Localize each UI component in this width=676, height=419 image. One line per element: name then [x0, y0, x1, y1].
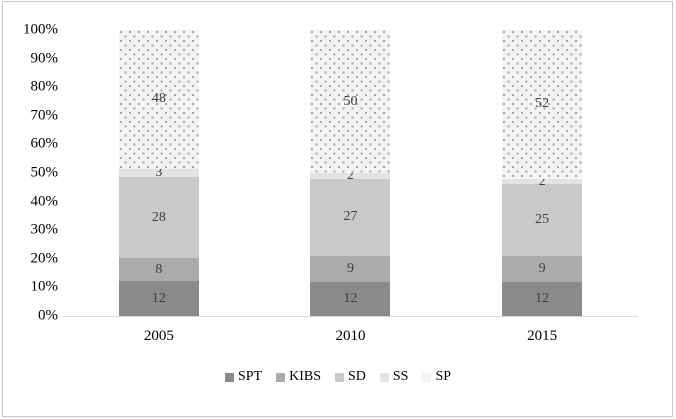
- category-label-2010: 2010: [335, 328, 366, 344]
- y-tick-label: 0%: [38, 307, 58, 324]
- segment-sd-2010: 27: [310, 178, 391, 256]
- segment-ss-2010: 2: [310, 168, 391, 182]
- data-label: 9: [538, 260, 546, 276]
- data-label: 9: [346, 260, 354, 276]
- data-label: 12: [151, 290, 166, 306]
- data-label: 25: [535, 212, 550, 228]
- legend-item-sd: SD: [334, 369, 366, 384]
- segment-kibs-2015: 9: [502, 255, 583, 282]
- legend-item-sp: SP: [422, 370, 451, 384]
- segment-sp-2015: 52: [502, 30, 583, 179]
- legend-swatch-icon: [224, 372, 234, 382]
- y-tick-label: 80%: [30, 78, 59, 95]
- data-label: 27: [343, 209, 358, 225]
- y-tick-label: 90%: [30, 50, 59, 67]
- segment-sd-2015: 25: [502, 184, 583, 256]
- legend-label: SPT: [237, 369, 263, 384]
- segment-ss-2015: 2: [502, 174, 583, 188]
- legend-label: SS: [392, 369, 409, 384]
- category-label-2015: 2015: [527, 328, 558, 344]
- data-label: 2: [538, 173, 546, 189]
- category-label-2005: 2005: [143, 328, 174, 344]
- data-label: 12: [343, 290, 358, 306]
- legend-label: SD: [347, 369, 366, 384]
- y-tick-label: 50%: [30, 164, 59, 181]
- bar-2005: 12 8 28 3 48: [118, 30, 199, 316]
- data-label: 50: [343, 93, 358, 109]
- data-label: 8: [155, 261, 163, 277]
- y-tick-label: 100%: [23, 21, 58, 38]
- y-tick-label: 60%: [30, 135, 59, 152]
- legend-swatch-icon: [276, 372, 286, 382]
- bar-2010: 12 9 27 2 50: [310, 30, 391, 316]
- data-label: 12: [535, 290, 550, 306]
- data-label: 2: [346, 167, 354, 183]
- legend: SPT KIBS SD SS SP: [0, 370, 676, 384]
- segment-sp-2010: 50: [310, 30, 391, 174]
- segment-spt-2005: 12: [118, 281, 199, 316]
- y-tick-label: 30%: [30, 221, 59, 238]
- data-label: 28: [151, 209, 166, 225]
- legend-swatch-icon: [379, 372, 389, 382]
- y-tick-label: 40%: [30, 193, 59, 210]
- segment-kibs-2005: 8: [118, 258, 199, 282]
- segment-spt-2010: 12: [310, 281, 391, 316]
- segment-sp-2005: 48: [118, 30, 199, 169]
- legend-label: SP: [435, 369, 452, 384]
- legend-swatch-icon: [422, 372, 432, 382]
- legend-label: KIBS: [289, 369, 321, 384]
- segment-ss-2005: 3: [118, 165, 199, 181]
- y-axis: 100% 90% 80% 70% 60% 50% 40% 30% 20% 10% 0%: [0, 22, 59, 323]
- legend-item-kibs: KIBS: [276, 370, 321, 384]
- segment-sd-2005: 28: [118, 177, 199, 259]
- data-label: 48: [151, 91, 166, 107]
- legend-item-spt: SPT: [224, 369, 263, 384]
- x-axis: 2005 2010 2015: [63, 328, 638, 345]
- plot-area: 12 8 28 3 48 12 9 27 2 50 12 9 25 2 52: [63, 30, 638, 317]
- segment-spt-2015: 12: [502, 281, 583, 316]
- legend-item-ss: SS: [379, 369, 409, 384]
- legend-swatch-icon: [334, 372, 344, 382]
- data-label: 3: [155, 165, 163, 181]
- bar-2015: 12 9 25 2 52: [502, 30, 583, 316]
- y-tick-label: 10%: [30, 278, 59, 295]
- segment-kibs-2010: 9: [310, 255, 391, 282]
- y-tick-label: 20%: [30, 250, 59, 267]
- data-label: 52: [535, 96, 550, 112]
- y-tick-label: 70%: [30, 107, 59, 124]
